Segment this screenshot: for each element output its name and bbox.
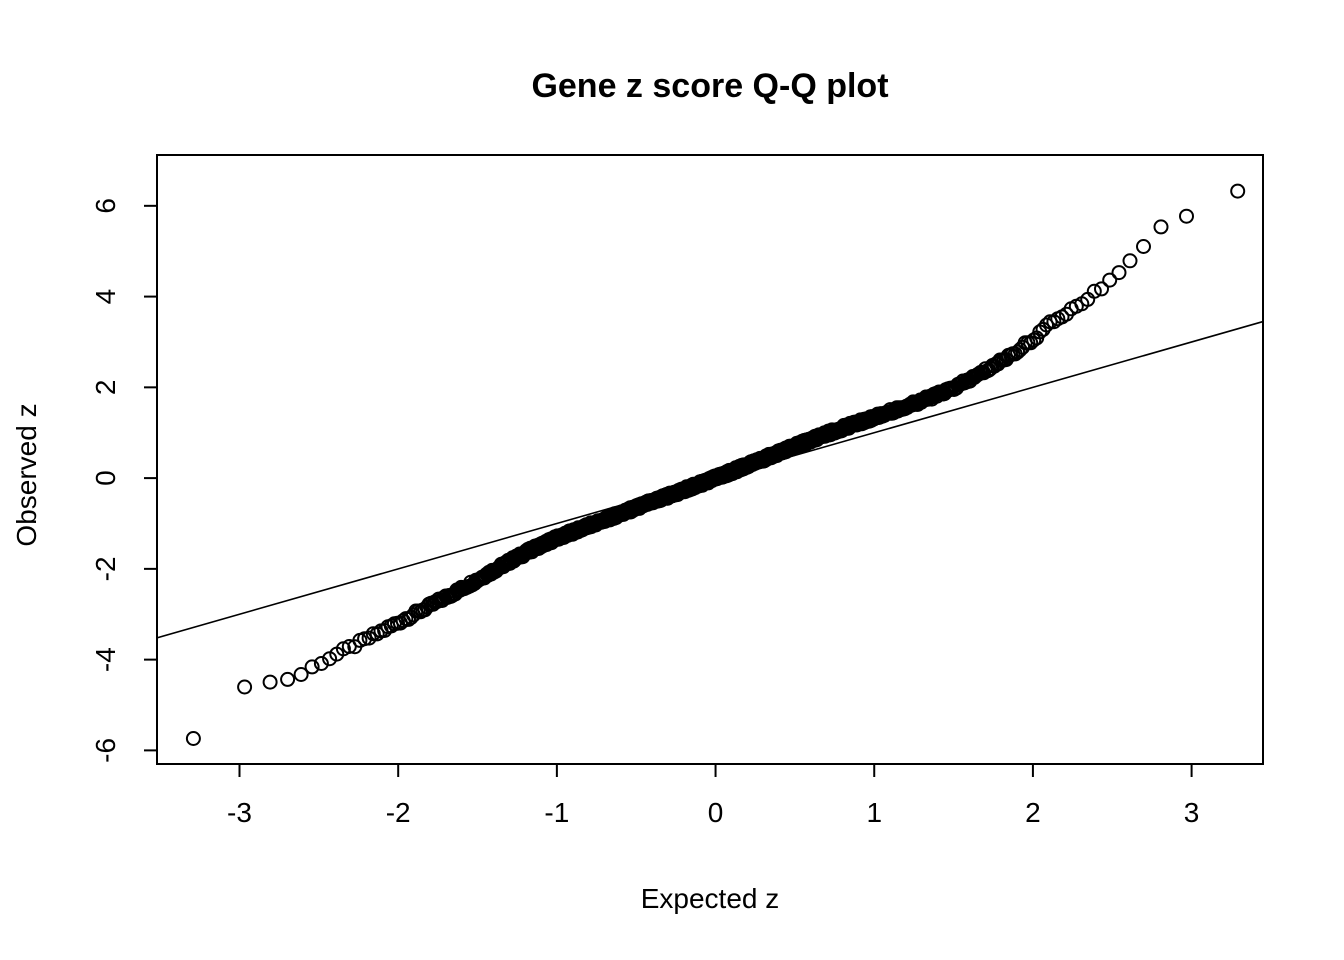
data-point	[280, 671, 296, 687]
data-point	[1111, 265, 1127, 281]
data-point	[262, 674, 278, 690]
x-tick-label: 1	[866, 797, 882, 828]
x-tick-label: -1	[544, 797, 569, 828]
data-point	[401, 611, 416, 627]
data-point	[369, 626, 385, 642]
y-tick-label: -4	[90, 647, 121, 672]
axes-layer: -3 -2 -1 0 1 2 3 -6 -4 -2 0 2 4 6	[90, 154, 1264, 828]
y-tick-label: 4	[90, 289, 121, 305]
data-point	[1136, 239, 1151, 254]
scatter-points-layer	[185, 183, 1246, 746]
y-tick-label: 0	[90, 470, 121, 486]
data-point	[1094, 281, 1109, 297]
identity-reference-line	[156, 320, 1264, 639]
data-point	[304, 659, 320, 675]
x-axis-label: Expected z	[641, 883, 780, 914]
plot-border	[156, 154, 1264, 765]
x-tick-label: -2	[386, 797, 411, 828]
x-tick-label: 2	[1025, 797, 1041, 828]
y-tick-label: 2	[90, 380, 121, 396]
data-point	[1039, 317, 1054, 333]
data-point	[185, 731, 201, 746]
data-point	[1046, 314, 1062, 330]
x-tick-label: 0	[708, 797, 724, 828]
data-point	[1102, 272, 1118, 288]
x-tick-label: -3	[227, 797, 252, 828]
data-point	[1153, 219, 1169, 235]
data-point	[361, 630, 377, 646]
y-tick-label: -6	[90, 738, 121, 763]
y-axis-label: Observed z	[11, 403, 42, 546]
reference-line-layer	[156, 320, 1264, 639]
data-point	[1122, 253, 1138, 269]
data-point	[1010, 344, 1026, 360]
data-point	[293, 667, 309, 682]
data-point	[1230, 183, 1246, 199]
data-point	[1086, 283, 1102, 299]
y-tick-label: -2	[90, 556, 121, 581]
data-point	[237, 679, 253, 695]
y-tick-label: 6	[90, 198, 121, 214]
data-point	[313, 656, 329, 671]
x-tick-label: 3	[1184, 797, 1200, 828]
chart-title: Gene z score Q-Q plot	[531, 67, 888, 105]
data-point	[1179, 208, 1194, 224]
